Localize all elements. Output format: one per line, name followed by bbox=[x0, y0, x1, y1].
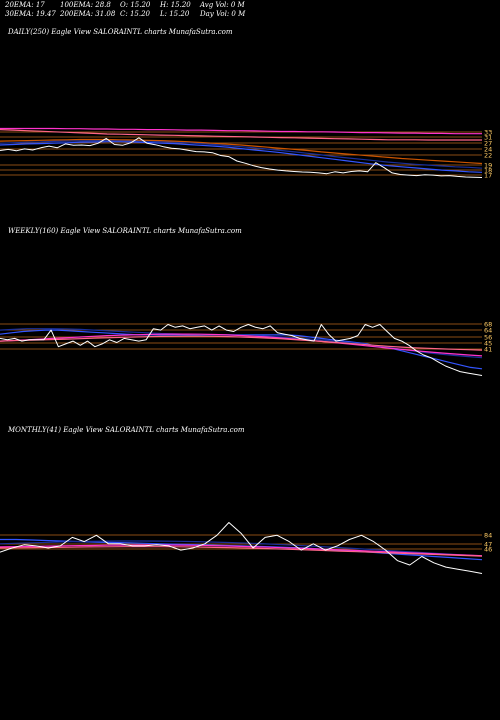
level-label: 41 bbox=[484, 346, 492, 354]
level-label: 46 bbox=[484, 546, 492, 554]
ema_long-line bbox=[0, 546, 483, 557]
low-stat: L: 15.20 bbox=[160, 10, 190, 18]
close-stat: C: 15.20 bbox=[120, 10, 150, 18]
level-label: 18 bbox=[484, 167, 492, 175]
level-label: 47 bbox=[484, 541, 492, 549]
ema30-line bbox=[0, 140, 483, 169]
ema100-stat: 100EMA: 28.8 bbox=[60, 1, 111, 9]
ema_mid-line bbox=[0, 540, 483, 557]
monthly-chart-title: MONTHLY(41) Eagle View SALORAINTL charts… bbox=[8, 426, 245, 434]
level-label: 19 bbox=[484, 162, 492, 170]
daily-chart-title: DAILY(250) Eagle View SALORAINTL charts … bbox=[8, 28, 233, 36]
avg-vol-stat: Avg Vol: 0 M bbox=[200, 1, 245, 9]
weekly-chart-title: WEEKLY(160) Eagle View SALORAINTL charts… bbox=[8, 227, 242, 235]
ema30-stat: 30EMA: 19.47 bbox=[5, 10, 56, 18]
level-label: 31 bbox=[484, 134, 492, 142]
level-label: 56 bbox=[484, 334, 492, 342]
level-label: 33 bbox=[484, 129, 492, 137]
level-label: 68 bbox=[484, 321, 492, 329]
level-label: 24 bbox=[484, 146, 492, 154]
ema50-line bbox=[0, 138, 483, 165]
ema200-stat: 200EMA: 31.08 bbox=[60, 10, 116, 18]
high-stat: H: 15.20 bbox=[160, 1, 191, 9]
price-line bbox=[0, 522, 483, 574]
ema_slow-line bbox=[0, 544, 483, 557]
level-label: 84 bbox=[484, 532, 492, 540]
price-line bbox=[0, 137, 483, 178]
level-label: 27 bbox=[484, 140, 492, 148]
ema_long-line bbox=[0, 335, 483, 351]
level-label: 45 bbox=[484, 340, 492, 348]
day-vol-stat: Day Vol: 0 M bbox=[200, 10, 246, 18]
ema20-stat: 20EMA: 17 bbox=[5, 1, 45, 9]
open-stat: O: 15.20 bbox=[120, 1, 151, 9]
level-label: 64 bbox=[484, 327, 492, 335]
level-label: 22 bbox=[484, 152, 492, 160]
ema200-line bbox=[0, 127, 482, 135]
ema100-line bbox=[0, 129, 482, 141]
ema20-line bbox=[0, 141, 483, 173]
level-label: 17 bbox=[484, 172, 492, 180]
price-line bbox=[0, 324, 483, 376]
ema_slow-line bbox=[0, 333, 483, 357]
